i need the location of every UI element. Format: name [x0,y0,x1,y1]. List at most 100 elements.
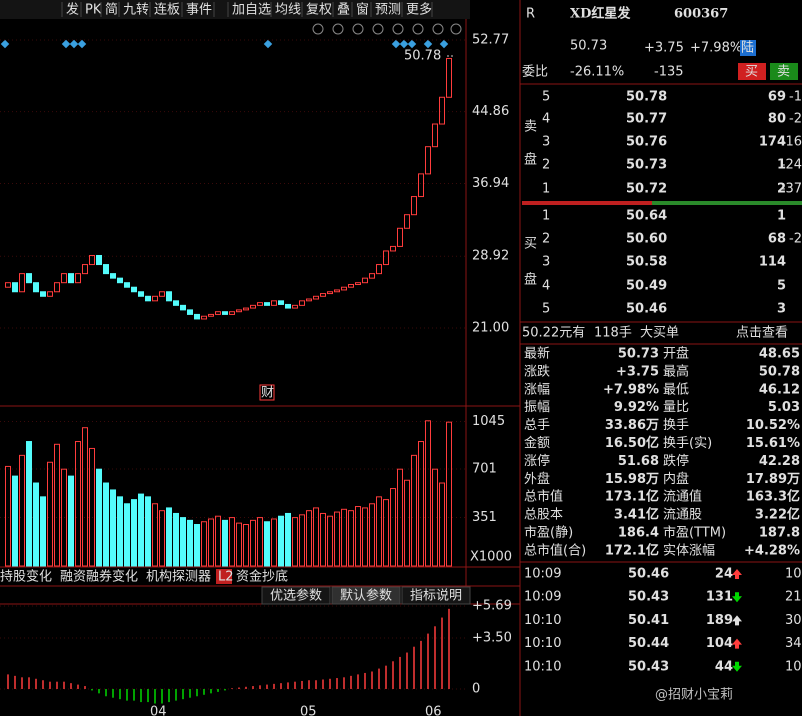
buy-button-bg[interactable] [738,63,766,80]
param-button[interactable] [401,586,471,605]
candle [138,291,144,297]
toolbar-button[interactable]: 复权 [306,2,332,18]
stat-label: 开盘 [663,346,689,362]
candle [96,254,102,266]
toolbar-button[interactable]: 简 [105,2,118,18]
y-tick-label: 36.94 [472,176,509,191]
chart-tool-icon[interactable] [432,23,444,35]
candle [278,300,284,305]
tab[interactable]: 资金抄底 [236,569,288,585]
volume-bar [138,493,144,567]
event-marker[interactable] [423,39,433,49]
stat-value: 46.12 [759,382,800,397]
volume-bar [194,524,200,567]
stat-value: 50.73 [618,347,659,362]
event-marker[interactable] [391,39,401,49]
event-marker[interactable] [0,39,10,49]
stat-label: 涨停 [524,453,550,469]
bid-price: 50.49 [626,279,667,294]
event-marker[interactable] [61,39,71,49]
y-tick-label: 0 [472,681,480,696]
event-marker[interactable] [407,39,417,49]
event-marker[interactable] [439,39,449,49]
level: 3 [542,255,550,270]
y-tick-label: 44.86 [472,104,509,119]
candle [313,295,319,300]
volume-bar [432,468,438,567]
chart-tool-icon[interactable] [372,23,384,35]
candle [229,311,235,315]
toolbar-button[interactable]: 均线 [275,3,301,18]
toolbar-button[interactable]: 事件 [186,3,212,18]
bid-price: 50.72 [626,182,667,197]
stat-label: 总市值 [524,489,563,505]
volume-bar [187,519,193,567]
toolbar-button[interactable]: 发 [66,2,79,18]
stat-label: 总股本 [524,508,563,523]
param-button-label[interactable]: 指标说明 [410,589,462,604]
y-tick-label: 1045 [472,414,505,429]
candle [68,273,74,284]
stat-value: 15.98万 [605,472,659,487]
volume-bar [243,524,249,567]
candle [33,282,39,293]
volume-bar [285,512,291,567]
tab[interactable]: 持股变化 [0,569,52,585]
chart-tool-icon[interactable] [332,23,344,35]
param-button-label[interactable]: 默认参数 [340,588,392,604]
event-marker[interactable] [77,39,87,49]
watermark: @招财小宝莉 [655,688,733,703]
buy-button[interactable]: 买 [745,65,758,80]
candle [236,309,242,313]
volume-bar [362,507,368,567]
event-badge[interactable]: 财 [261,386,274,401]
tab-badge [216,569,232,584]
volume-bar [117,496,123,567]
volume-bar [61,468,67,567]
sell-button[interactable]: 卖 [777,65,790,80]
level: 4 [542,279,550,294]
y-tick-label: 351 [472,510,497,525]
toolbar-button[interactable]: 加自选 [232,3,271,18]
event-marker[interactable] [399,39,409,49]
big-order[interactable]: 点击查看 [736,325,788,341]
trade-time: 10:10 [524,636,561,651]
market: R [526,7,535,22]
toolbar-button[interactable]: 窗 [356,2,369,18]
volume-bar [96,468,102,567]
tab[interactable]: 融资融券变化 [60,569,138,585]
buy-label: 盘 [524,272,537,288]
candle [411,196,417,216]
price: 50.73 [570,39,607,54]
param-button[interactable] [331,586,401,605]
volume-bar [334,511,340,567]
chart-tool-icon[interactable] [412,23,424,35]
chart-tool-icon[interactable] [450,23,462,35]
event-marker[interactable] [263,39,273,49]
toolbar-button[interactable]: 预测 [375,3,401,18]
chart-tool-icon[interactable] [352,23,364,35]
candle [187,309,193,315]
candle [362,277,368,284]
volume-bar [124,503,130,567]
tab[interactable]: 机构探测器 [146,570,211,585]
candle [243,307,249,311]
tab[interactable]: L2 [218,570,234,585]
candle [292,304,298,309]
chart-tool-icon[interactable] [392,23,404,35]
param-button-label[interactable]: 优选参数 [270,588,322,604]
stat-label: 涨幅 [524,382,550,397]
stat-value: 186.4 [618,526,659,541]
toolbar-button[interactable]: 连板 [154,2,180,18]
param-button[interactable] [261,586,331,605]
toolbar-button[interactable]: PK [85,3,102,18]
stat-value: 16.50亿 [605,435,659,451]
toolbar-button[interactable]: 叠 [337,3,350,18]
toolbar-button[interactable]: 更多 [406,2,432,18]
chart-tool-icon[interactable] [312,23,324,35]
event-marker[interactable] [69,39,79,49]
stat-label: 量比 [663,400,689,415]
sell-button-bg[interactable] [770,63,798,80]
toolbar-button[interactable]: 九转 [123,3,149,18]
stat-value: 15.61% [746,436,800,451]
